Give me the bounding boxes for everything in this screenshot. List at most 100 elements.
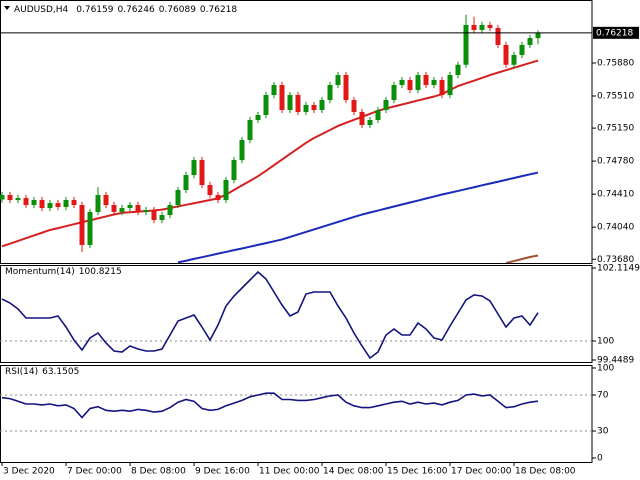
header-high: 0.76246 (117, 5, 154, 15)
y-tick-label: 0.74040 (597, 223, 634, 233)
candle-body (71, 200, 77, 206)
indicator-line (1, 392, 539, 419)
candle-body (423, 75, 429, 86)
header-open: 0.76159 (76, 5, 113, 15)
y-tick-label: 0 (597, 454, 603, 464)
candle-body (55, 203, 61, 207)
candle-body (215, 195, 221, 201)
candle-body (167, 205, 173, 216)
y-tick-label: 70 (597, 391, 609, 401)
candle-body (359, 111, 365, 125)
symbol: AUDUSD,H4 (14, 5, 69, 15)
candle-body (87, 211, 93, 245)
y-tick-label: 0.74780 (597, 157, 634, 167)
candle-body (279, 85, 285, 110)
candle-body (447, 75, 453, 96)
indicator-title: RSI(14) (5, 367, 38, 377)
indicator-line (1, 270, 539, 360)
candle-body (335, 75, 341, 86)
candle-body (479, 24, 485, 30)
candle-body (311, 105, 317, 110)
candle-body (47, 203, 53, 209)
indicator-header: Momentum(14) 100.8215 (5, 267, 122, 277)
candle-body (263, 95, 269, 115)
candle-body (95, 195, 101, 212)
candle-body (415, 75, 421, 91)
candle-body (31, 200, 37, 206)
price-panel-frame (0, 0, 593, 264)
candle-body (23, 198, 29, 206)
candle-body (535, 32, 541, 39)
y-tick-label: 99.4489 (597, 356, 634, 366)
candle-body (39, 200, 45, 209)
candle-body (223, 180, 229, 201)
moving-average (177, 171, 539, 263)
candle-body (231, 160, 237, 181)
x-tick-label: 17 Dec 00:00 (451, 467, 512, 477)
indicator-value: 100.8215 (79, 267, 122, 277)
y-tick-label: 0.75150 (597, 124, 634, 134)
x-tick-label: 11 Dec 00:00 (259, 467, 320, 477)
candle-body (159, 215, 165, 220)
candle-body (143, 210, 149, 212)
candle-body (271, 85, 277, 96)
candle-body (63, 200, 69, 207)
y-tick-label: 0.73680 (597, 255, 634, 265)
x-tick-label: 18 Dec 08:00 (515, 467, 576, 477)
candle-body (175, 190, 181, 206)
candle-body (391, 85, 397, 101)
indicator-title: Momentum(14) (5, 267, 75, 277)
header-close: 0.76218 (200, 5, 237, 15)
candle-body (207, 185, 213, 196)
candle-body (463, 24, 469, 65)
candle-body (407, 80, 413, 91)
y-tick-label: 0.74410 (597, 190, 634, 200)
candle-body (343, 75, 349, 101)
candle-body (519, 44, 525, 55)
indicator-value: 63.1505 (42, 367, 79, 377)
candle-body (367, 119, 373, 125)
header-low: 0.76089 (159, 5, 196, 15)
dropdown-icon (4, 6, 10, 10)
candle-body (15, 198, 21, 201)
x-tick-label: 15 Dec 16:00 (387, 467, 448, 477)
candle-body (399, 80, 405, 86)
candle-body (351, 100, 357, 112)
candle-body (287, 95, 293, 110)
candle-body (183, 175, 189, 191)
candle-body (191, 160, 197, 176)
candle-body (199, 160, 205, 186)
panel-plot (0, 270, 592, 360)
candle-body (103, 195, 109, 206)
chart-header: AUDUSD,H4 0.76159 0.76246 0.76089 0.76218 (14, 5, 237, 15)
candle-body (383, 100, 389, 110)
current-price-box (593, 26, 639, 39)
candle-body (303, 105, 309, 112)
candle-body (495, 28, 501, 45)
candle-body (151, 210, 157, 220)
moving-average (505, 254, 539, 263)
candle-body (7, 195, 13, 201)
x-tick-label: 3 Dec 2020 (3, 467, 55, 477)
candle-body (127, 205, 133, 209)
candle-body (239, 139, 245, 161)
candle-body (0, 195, 5, 200)
x-tick-label: 14 Dec 08:00 (323, 467, 384, 477)
candle-body (471, 24, 477, 30)
candle-body (487, 24, 493, 29)
candle-body (247, 119, 253, 140)
candle-body (431, 80, 437, 86)
y-tick-label: 0.75880 (597, 58, 634, 68)
momentum-panel-frame (0, 265, 593, 363)
indicator-header: RSI(14) 63.1505 (5, 367, 79, 377)
x-tick-label: 8 Dec 08:00 (131, 467, 186, 477)
candle-body (255, 114, 261, 120)
candle-body (295, 95, 301, 112)
y-tick-label: 102.1149 (597, 264, 640, 274)
x-tick-label: 9 Dec 16:00 (195, 467, 250, 477)
candle-body (327, 85, 333, 101)
candle-body (111, 205, 117, 212)
panel-plot (0, 392, 592, 432)
candle-body (135, 205, 141, 212)
